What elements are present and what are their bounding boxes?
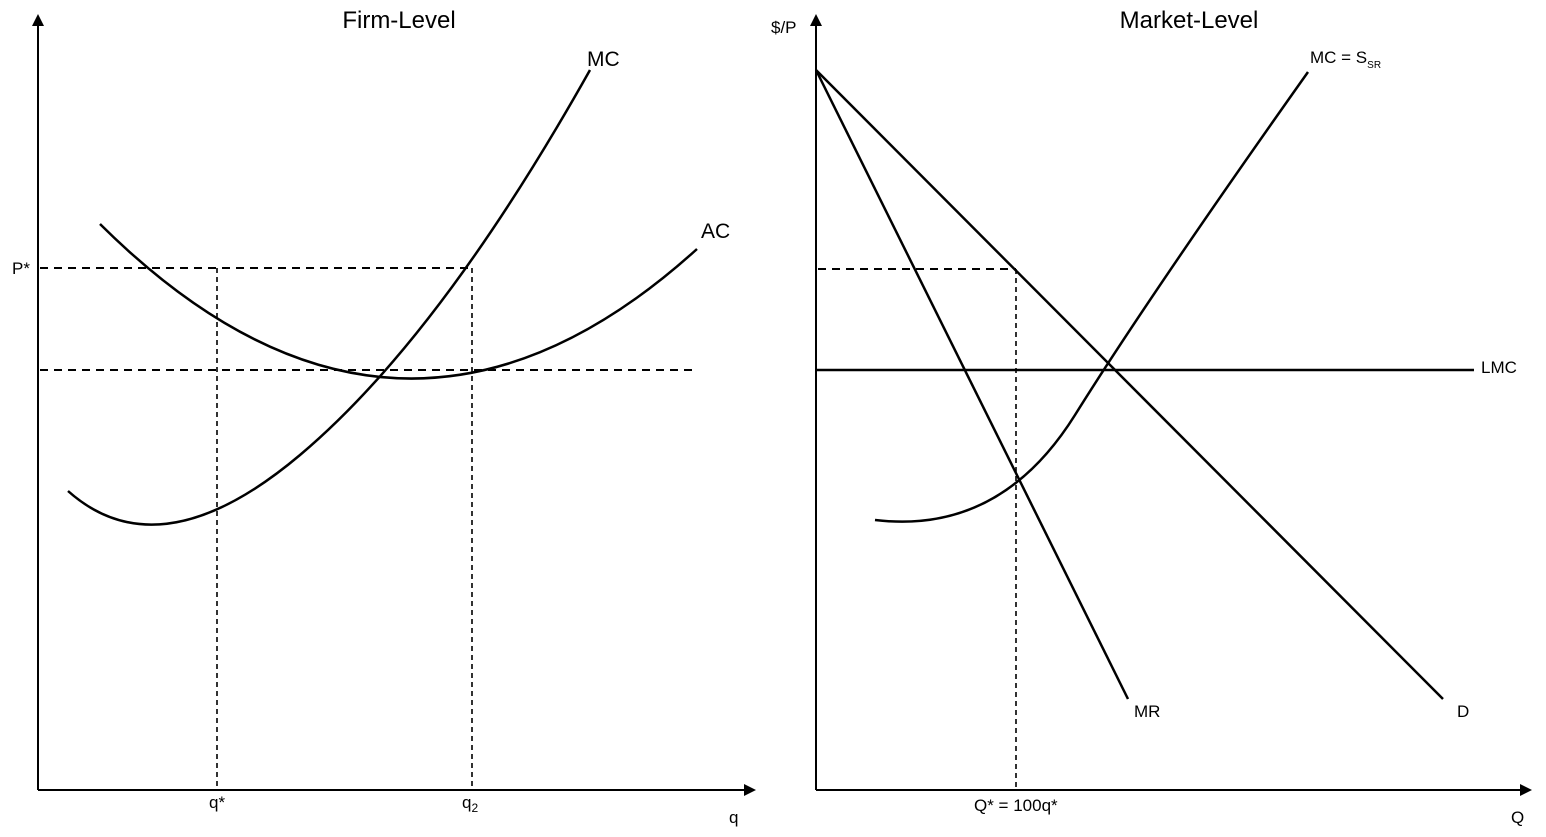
market-mc-supply-label: MC = SSR xyxy=(1310,48,1381,71)
market-panel: Market-Level $/P MC = SSR LMC MR D Q* = … xyxy=(771,7,1532,827)
market-mc-supply-curve xyxy=(874,71,1310,523)
market-mr-curve xyxy=(814,69,1130,700)
firm-mc-label: MC xyxy=(587,48,620,71)
market-lmc-label: LMC xyxy=(1481,358,1517,377)
market-title: Market-Level xyxy=(1120,7,1259,34)
market-q-star-tick: Q* = 100q* xyxy=(974,796,1058,815)
firm-q2-tick-subscript: 2 xyxy=(471,801,478,815)
firm-ac-label: AC xyxy=(701,220,730,243)
market-mc-supply-label-base: MC = S xyxy=(1310,48,1367,67)
firm-mc-curve xyxy=(67,69,592,526)
firm-q2-tick: q2 xyxy=(462,793,478,815)
firm-q-star-tick: q* xyxy=(209,793,225,812)
market-y-axis-label: $/P xyxy=(771,18,797,37)
firm-q2-tick-base: q xyxy=(462,793,471,812)
market-demand-curve xyxy=(815,69,1444,700)
market-x-axis-label: Q xyxy=(1511,808,1524,827)
market-d-label: D xyxy=(1457,702,1469,721)
market-mc-supply-label-subscript: SR xyxy=(1367,60,1381,71)
firm-panel: Firm-Level MC AC P* q* q2 q xyxy=(12,7,756,827)
firm-p-star-tick: P* xyxy=(12,259,30,278)
market-mr-label: MR xyxy=(1134,702,1160,721)
firm-x-axis-label: q xyxy=(729,808,738,827)
firm-title: Firm-Level xyxy=(342,7,455,34)
firm-ac-curve xyxy=(99,223,698,380)
